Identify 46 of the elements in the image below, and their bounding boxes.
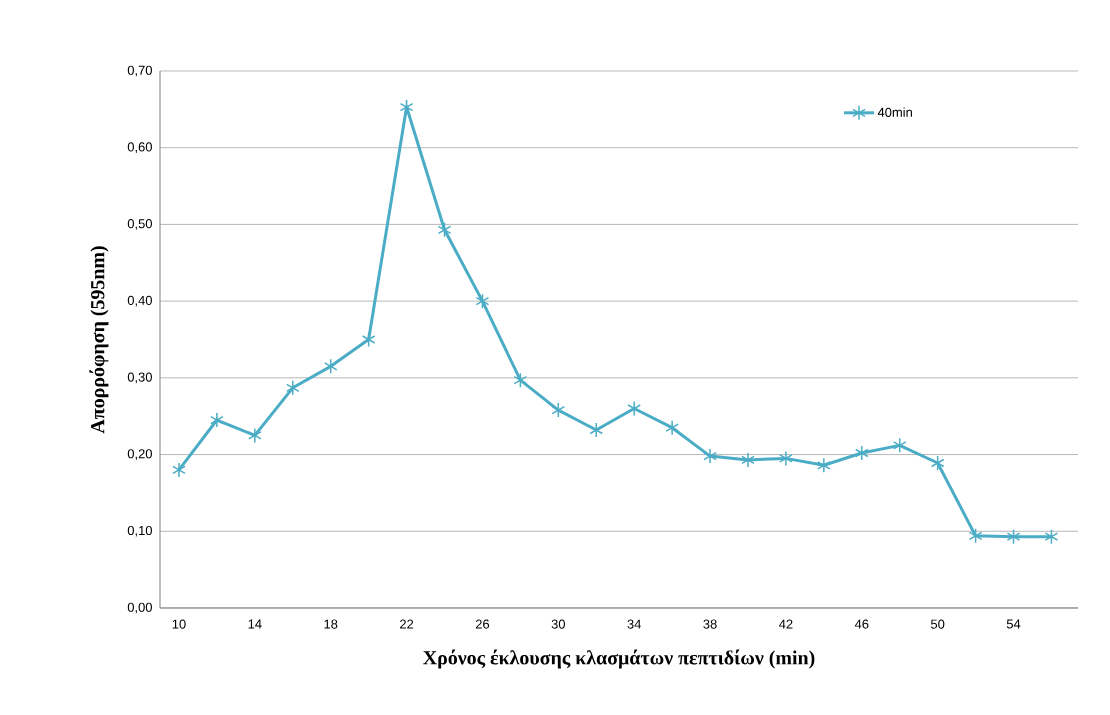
point [437,222,452,238]
x-tick-label: 14 [248,619,262,629]
point [930,455,945,471]
point [627,400,641,417]
x-tick-label: 22 [400,619,414,629]
legend-label: 40min [877,107,912,117]
x-tick-label: 38 [703,619,717,629]
point [285,380,300,396]
point [323,358,338,375]
point [248,427,262,444]
x-tick-label: 42 [779,619,793,629]
y-tick-label: 0,40 [127,295,152,307]
y-tick-label: 0,10 [127,525,152,537]
point [703,448,717,464]
y-tick-label: 0,00 [127,602,152,614]
point [665,419,679,436]
point [1006,528,1021,545]
y-tick-label: 0,50 [127,219,152,230]
point [589,422,604,438]
point [210,412,224,428]
y-tick-label: 0,30 [127,372,152,384]
point [1044,528,1059,545]
y-axis-title: Απορρόφηση (595nm) [89,246,109,434]
x-tick-label: 34 [627,619,642,629]
point [817,457,831,474]
x-tick-label: 30 [551,619,566,629]
point [741,452,755,468]
point [968,528,983,544]
x-tick-label: 18 [324,619,338,629]
x-tick-label: 50 [930,619,945,629]
x-tick-label: 46 [854,619,869,629]
point [513,372,528,388]
point [475,293,490,309]
x-tick-label: 10 [172,619,186,629]
x-tick-label: 54 [1006,619,1021,629]
y-tick-label: 0,60 [127,142,152,154]
point [854,445,869,461]
x-tick-label: 26 [475,619,490,629]
point [172,462,186,478]
point [892,437,907,454]
point [551,402,566,418]
point [779,450,793,467]
x-axis-title: Χρόνος έκλουσης κλασμάτων πεπτιδίων (min) [423,649,815,669]
point [361,331,376,348]
y-tick-label: 0,20 [127,449,152,460]
y-tick-label: 0,70 [127,65,152,77]
